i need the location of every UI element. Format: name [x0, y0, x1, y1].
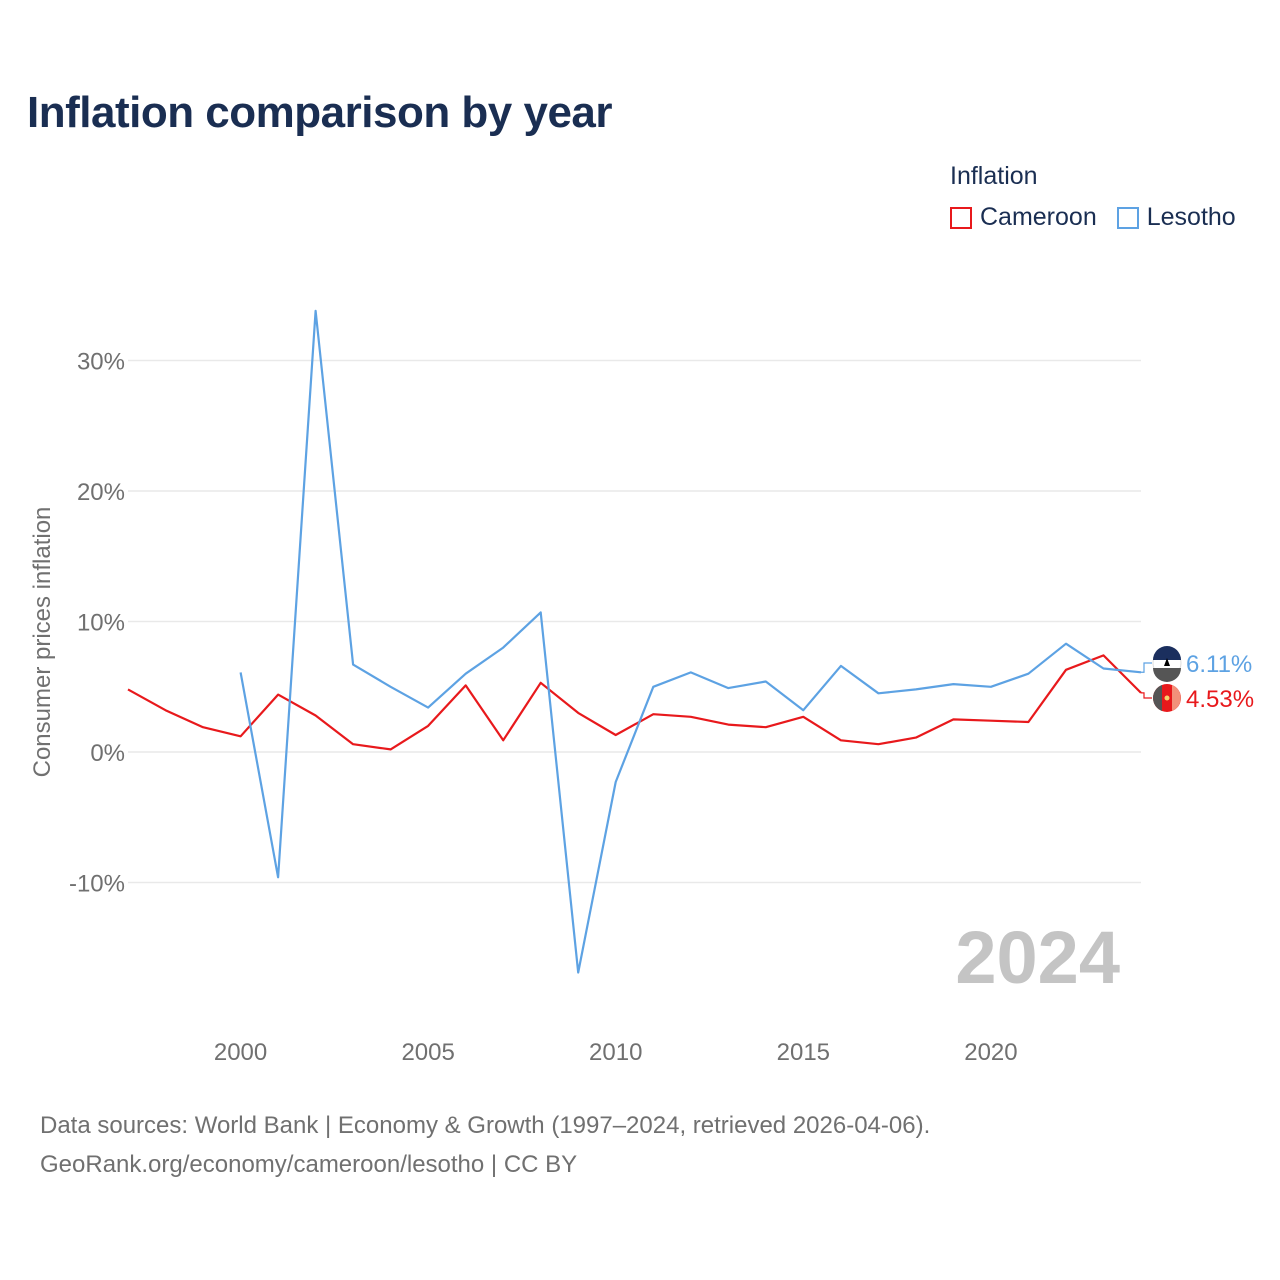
flag-right-band [1172, 685, 1181, 711]
y-tick-label: -10% [69, 871, 125, 898]
end-markers: 6.11% 4.53% [1141, 646, 1254, 713]
y-tick-label: 20% [77, 479, 125, 506]
x-tick-label: 2005 [401, 1039, 454, 1066]
series-line-cameroon [127, 654, 1142, 751]
x-tick-label: 2010 [589, 1039, 642, 1066]
source-line-1: Data sources: World Bank | Economy & Gro… [40, 1112, 931, 1139]
x-tick-label: 2015 [777, 1039, 830, 1066]
series-lines [127, 309, 1142, 974]
flag-hat [1164, 658, 1170, 666]
flag-icon-cameroon [1153, 684, 1181, 712]
series-line-lesotho [239, 309, 1142, 974]
legend-label-cameroon: Cameroon [980, 203, 1097, 231]
flag-dark-band [1153, 668, 1181, 682]
end-value-label-cameroon: 4.53% [1186, 686, 1254, 713]
legend-title: Inflation [950, 162, 1038, 190]
source-note: Data sources: World Bank | Economy & Gro… [40, 1106, 930, 1184]
end-value-label-lesotho: 6.11% [1186, 651, 1252, 678]
end-connector-cameroon [1141, 692, 1152, 699]
legend-item-cameroon[interactable]: Cameroon [950, 203, 1097, 232]
y-tick-label: 30% [77, 349, 125, 376]
y-tick-label: 0% [90, 740, 125, 767]
legend-label-lesotho: Lesotho [1146, 203, 1236, 231]
x-axis-ticks: 2000 2005 2010 2015 2020 [214, 1039, 1018, 1066]
flag-icon-lesotho [1152, 646, 1182, 682]
end-connector-lesotho [1141, 662, 1152, 673]
flag-blue-band [1153, 646, 1181, 660]
y-tick-label: 10% [77, 610, 125, 637]
flag-left-band [1153, 685, 1162, 711]
legend-swatch-cameroon [950, 206, 972, 229]
legend-item-lesotho[interactable]: Lesotho [1116, 203, 1236, 232]
chart-title: Inflation comparison by year [27, 88, 613, 137]
flag-star [1164, 695, 1170, 701]
line-chart: -10% 0% 10% 20% 30% 2000 2005 2010 2015 2020 Con… [29, 309, 1254, 1066]
grid-lines [128, 359, 1141, 884]
source-line-2: GeoRank.org/economy/cameroon/lesotho | C… [40, 1151, 578, 1178]
x-tick-label: 2020 [964, 1039, 1017, 1066]
x-tick-label: 2000 [214, 1039, 267, 1066]
legend: Inflation Cameroon Lesotho [950, 162, 1256, 232]
legend-swatch-lesotho [1116, 206, 1139, 229]
year-watermark: 2024 [955, 916, 1120, 999]
y-axis-label: Consumer prices inflation [29, 507, 56, 778]
y-axis-ticks: -10% 0% 10% 20% 30% [69, 349, 125, 898]
